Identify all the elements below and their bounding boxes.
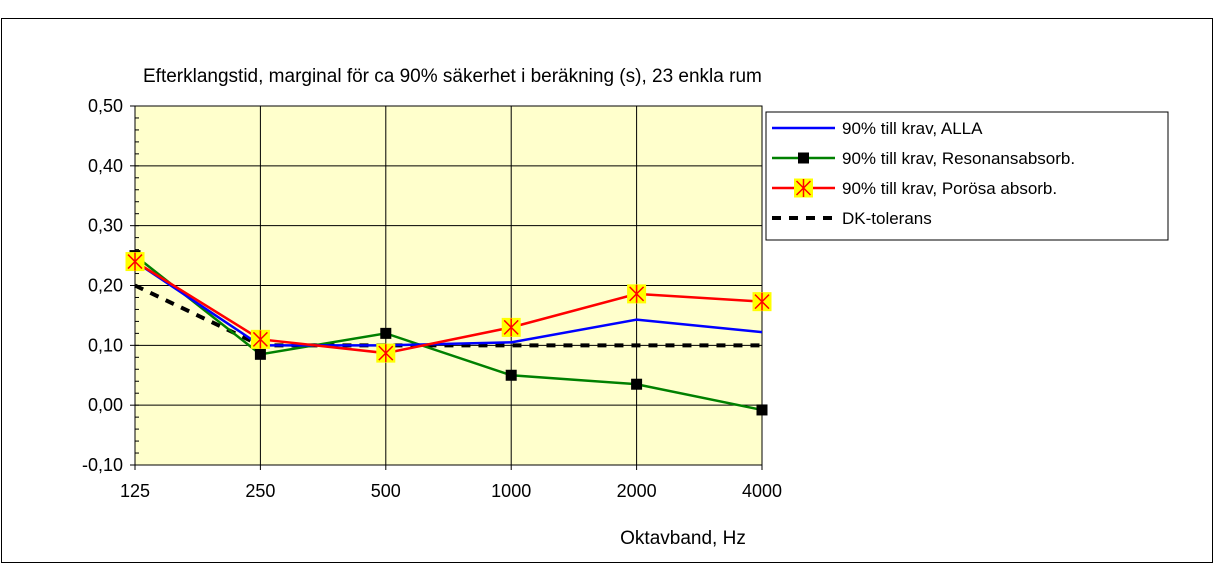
- x-tick-label: 250: [245, 481, 275, 501]
- y-tick-label: 0,10: [88, 335, 123, 355]
- series-line: [134, 260, 763, 355]
- series-lines: [134, 254, 763, 412]
- chart-title: Efterklangstid, marginal för ca 90% säke…: [143, 66, 762, 87]
- star-marker: [795, 179, 812, 197]
- series-line: [134, 283, 762, 348]
- legend-label: 90% till krav, Resonansabsorb.: [842, 149, 1075, 168]
- star-marker: [754, 292, 770, 311]
- series-line: [134, 254, 763, 412]
- series-line: [134, 260, 763, 347]
- legend-label: 90% till krav, ALLA: [842, 119, 983, 138]
- square-marker: [505, 369, 517, 381]
- star-marker: [503, 318, 519, 337]
- square-marker: [631, 378, 643, 390]
- x-tick-label: 2000: [617, 481, 657, 501]
- x-tick-label: 500: [371, 481, 401, 501]
- square-marker: [756, 404, 768, 416]
- y-axis: -0,10 0,00 0,10 0,20 0,30 0,40 0,50: [82, 96, 139, 475]
- y-tick-label: 0,50: [88, 96, 123, 116]
- star-marker: [127, 252, 143, 271]
- y-tick-label: 0,40: [88, 156, 123, 176]
- series-markers: [125, 250, 772, 416]
- square-marker: [798, 152, 809, 164]
- x-tick-label: 125: [120, 481, 150, 501]
- y-tick-label: 0,00: [88, 395, 123, 415]
- y-tick-label: -0,10: [82, 455, 123, 475]
- x-axis-label: Oktavband, Hz: [620, 528, 746, 549]
- x-axis: 125 250 500 1000 2000 4000: [120, 465, 782, 501]
- star-marker: [252, 330, 268, 349]
- square-marker: [380, 327, 392, 339]
- legend-box: [765, 111, 1169, 241]
- square-marker: [254, 348, 266, 360]
- legend: 90% till krav, ALLA 90% till krav, Resona…: [765, 111, 1169, 241]
- legend-label: DK-tolerans: [842, 209, 932, 228]
- y-tick-label: 0,30: [88, 216, 123, 236]
- x-tick-label: 1000: [491, 481, 531, 501]
- y-tick-label: 0,20: [88, 276, 123, 296]
- star-marker: [629, 284, 645, 303]
- star-marker: [378, 344, 394, 363]
- x-tick-label: 4000: [742, 481, 782, 501]
- legend-label: 90% till krav, Porösa absorb.: [842, 179, 1057, 198]
